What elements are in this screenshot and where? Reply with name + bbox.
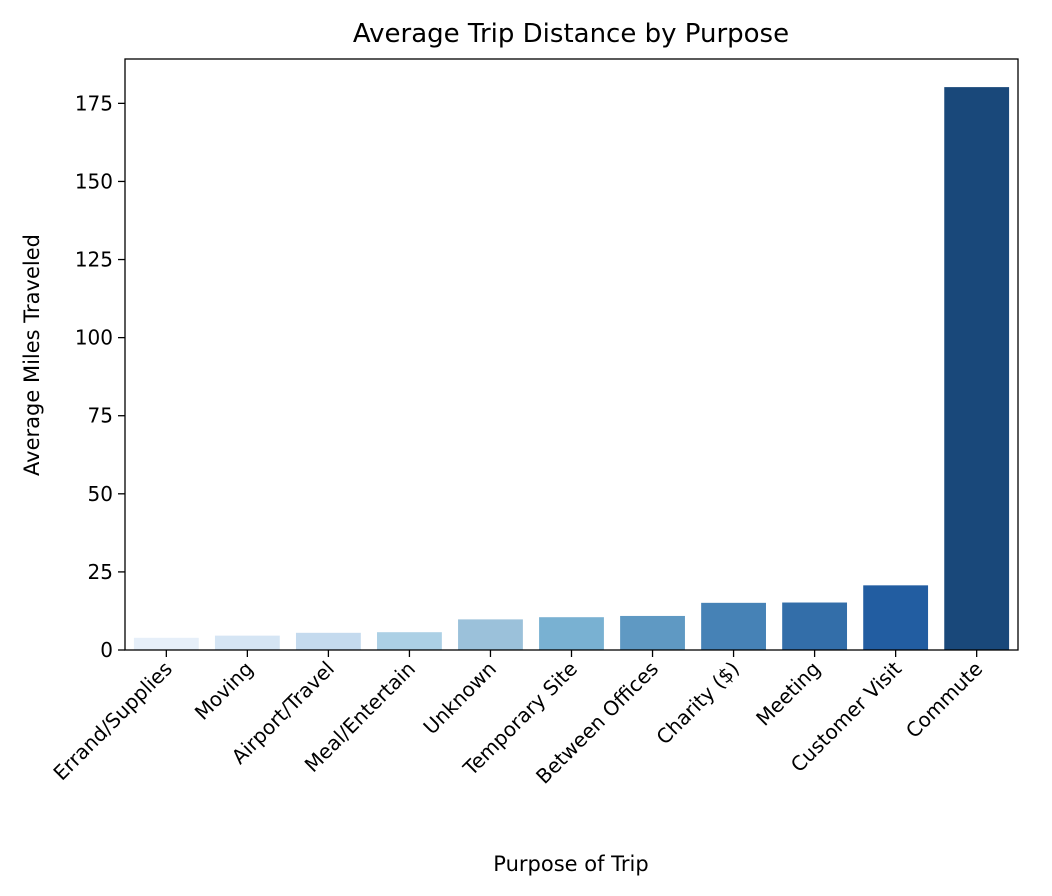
bar-1 bbox=[214, 635, 280, 650]
x-axis: Errand/Supplies MovingAirport/TravelMeal/… bbox=[48, 650, 987, 789]
x-tick-label-0: Errand/Supplies bbox=[48, 657, 176, 785]
x-axis-label: Purpose of Trip bbox=[493, 852, 648, 876]
y-axis-label: Average Miles Traveled bbox=[20, 234, 44, 476]
x-tick-label-4: Unknown bbox=[418, 657, 501, 740]
bars-group bbox=[133, 87, 1010, 651]
bar-9 bbox=[863, 585, 929, 650]
y-tick-label-7: 175 bbox=[75, 91, 113, 115]
bar-2 bbox=[295, 632, 361, 650]
y-tick-label-0: 0 bbox=[100, 638, 113, 662]
bar-4 bbox=[458, 619, 523, 650]
bar-8 bbox=[782, 602, 848, 650]
x-tick-label-7: Charity ($) bbox=[651, 657, 744, 750]
y-axis: 0 25 50 75 100 125 150 175 bbox=[75, 91, 125, 662]
chart-title: Average Trip Distance by Purpose bbox=[353, 19, 789, 49]
y-tick-label-1: 25 bbox=[88, 560, 113, 584]
y-tick-label-4: 100 bbox=[75, 326, 113, 350]
bar-0 bbox=[133, 637, 199, 650]
x-tick-label-8: Meeting bbox=[751, 657, 825, 731]
y-tick-label-6: 150 bbox=[75, 169, 113, 193]
y-tick-label-5: 125 bbox=[75, 248, 113, 272]
bar-10 bbox=[944, 87, 1010, 651]
x-tick-label-1: Moving bbox=[190, 657, 258, 725]
plot-frame bbox=[124, 58, 1019, 651]
x-tick-label-10: Commute bbox=[901, 657, 987, 743]
y-tick-label-2: 50 bbox=[88, 482, 113, 506]
bar-3 bbox=[377, 632, 442, 650]
bar-7 bbox=[701, 602, 766, 650]
bar-5 bbox=[539, 617, 604, 650]
y-tick-label-3: 75 bbox=[88, 404, 113, 428]
bar-6 bbox=[620, 615, 685, 650]
